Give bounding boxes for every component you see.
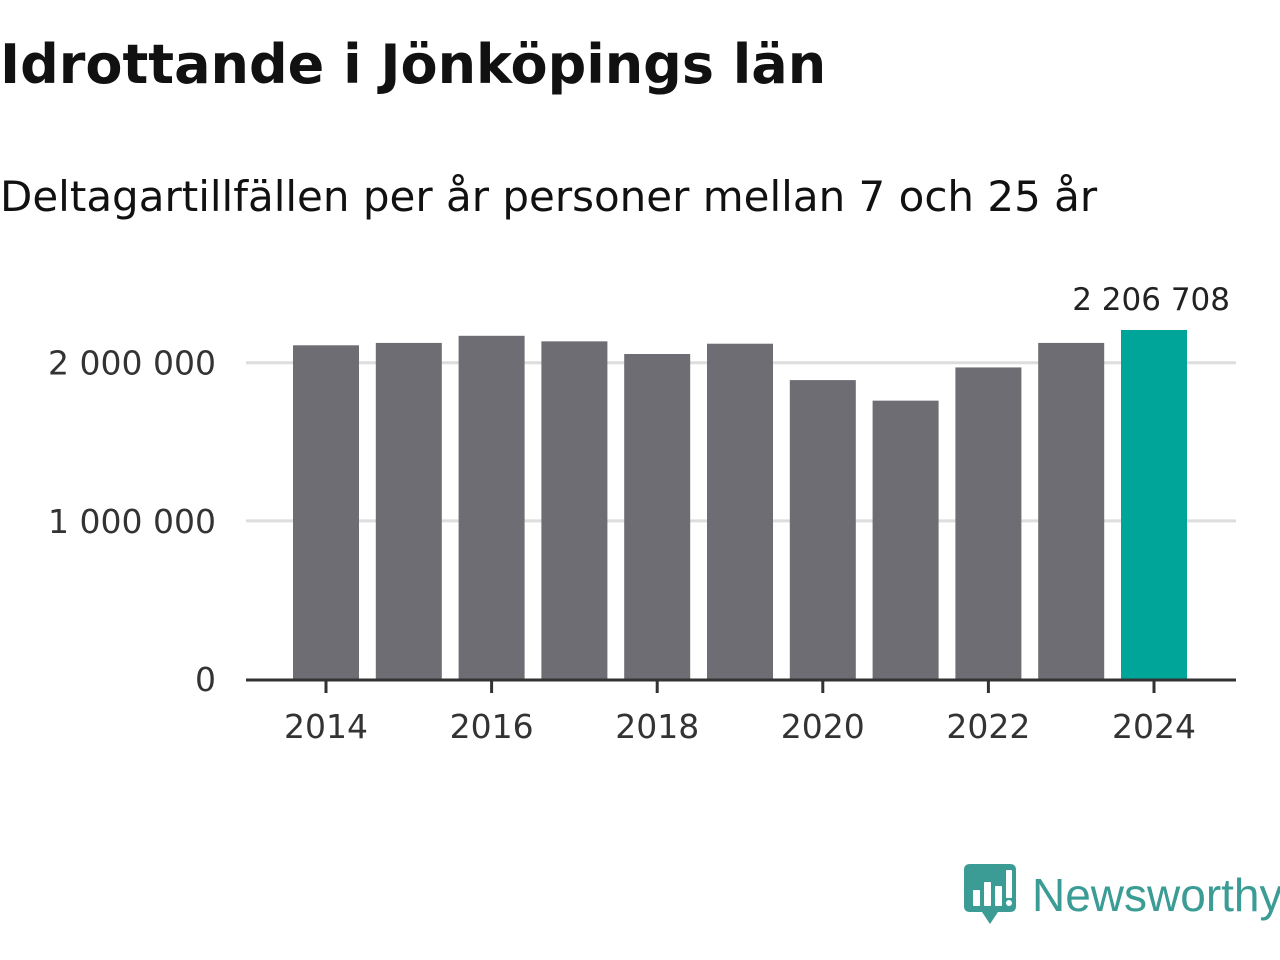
y-tick-label: 2 000 000 — [48, 344, 216, 383]
bar-2019 — [707, 343, 773, 679]
bar-chart: 0 1 000 000 2 000 000 2 206 708 2014 2016 2018… — [48, 282, 1236, 746]
newsworthy-logo-text: Newsworthy — [1032, 869, 1280, 921]
x-tick-label: 2022 — [946, 707, 1030, 746]
bar-2017 — [541, 341, 608, 679]
bar-2015 — [375, 342, 442, 679]
x-tick-label: 2020 — [781, 707, 865, 746]
x-tick-label: 2014 — [284, 707, 368, 746]
bar-2014 — [293, 345, 359, 679]
x-tick-label: 2018 — [615, 707, 699, 746]
y-tick-label: 1 000 000 — [48, 502, 216, 541]
bar-2023 — [1038, 342, 1105, 679]
chart-subtitle: Deltagartillfällen per år personer mella… — [0, 172, 1098, 221]
x-tick-label: 2016 — [450, 707, 534, 746]
bar-2016 — [458, 335, 525, 679]
chart-title: Idrottande i Jönköpings län — [0, 33, 827, 96]
bar-2020 — [789, 380, 856, 679]
value-label: 2 206 708 — [1072, 282, 1230, 318]
newsworthy-logo-icon — [964, 864, 1016, 924]
bar-2024 — [1121, 330, 1187, 679]
newsworthy-logo: Newsworthy — [964, 864, 1280, 926]
bar-2018 — [624, 353, 691, 679]
y-tick-label: 0 — [195, 660, 216, 699]
bar-2022 — [955, 367, 1022, 679]
x-tick-label: 2024 — [1112, 707, 1196, 746]
bar-2021 — [872, 400, 939, 679]
